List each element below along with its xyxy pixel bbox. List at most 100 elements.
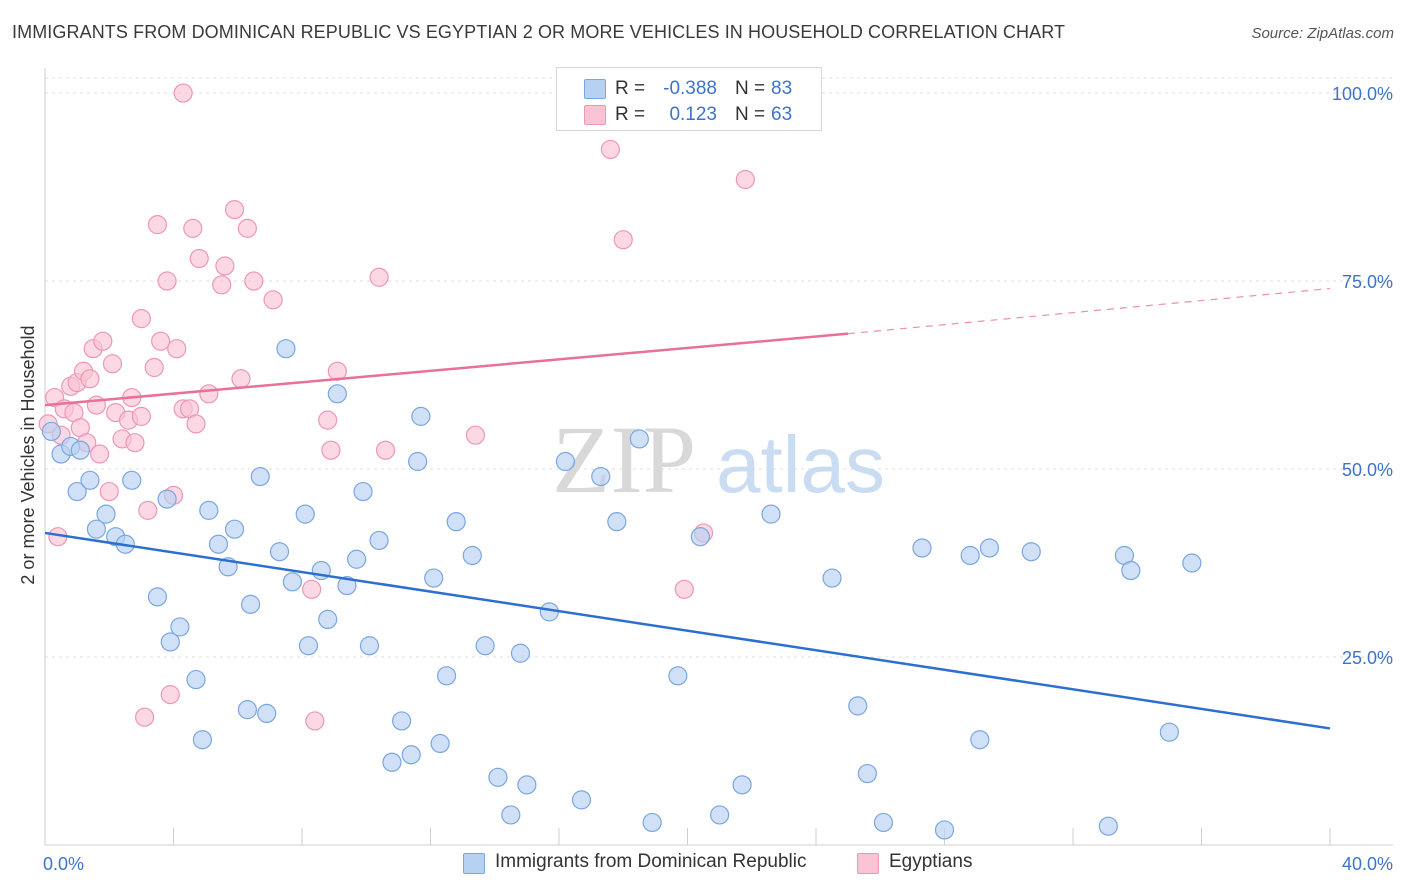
point-dominican xyxy=(257,703,277,724)
point-dominican xyxy=(462,545,482,566)
point-dominican xyxy=(318,609,338,630)
trend-line-egyptians-extrapolated xyxy=(848,287,1331,335)
point-egyptian xyxy=(138,500,158,520)
y-tick-label: 25.0% xyxy=(1342,648,1393,668)
point-dominican xyxy=(1098,816,1118,836)
point-dominican xyxy=(629,429,649,449)
point-dominican xyxy=(1121,560,1141,581)
point-dominican xyxy=(607,512,627,532)
point-egyptian xyxy=(613,230,633,250)
x-tick-label: 40.0% xyxy=(1342,854,1393,874)
point-egyptian xyxy=(157,271,177,291)
chart-title: IMMIGRANTS FROM DOMINICAN REPUBLIC VS EG… xyxy=(12,22,1066,42)
legend-row-dominican: R = -0.388 N = 83 xyxy=(557,76,821,102)
legend-n-label: N = xyxy=(735,104,766,125)
point-egyptian xyxy=(99,481,119,502)
point-dominican xyxy=(237,700,257,720)
point-dominican xyxy=(857,763,878,784)
point-dominican xyxy=(822,568,842,588)
point-dominican xyxy=(934,820,955,840)
point-egyptian xyxy=(318,410,338,430)
point-dominican xyxy=(642,812,662,833)
point-egyptian xyxy=(215,256,235,276)
point-dominican xyxy=(873,812,894,833)
y-tick-labels: 25.0% 50.0% 75.0% 100.0% xyxy=(1332,84,1393,668)
point-egyptian xyxy=(80,369,100,389)
point-dominican xyxy=(488,767,508,787)
x-tick-label: 0.0% xyxy=(43,854,84,874)
point-dominican xyxy=(732,775,752,795)
point-dominican xyxy=(353,481,373,502)
point-egyptian xyxy=(244,271,264,291)
point-dominican xyxy=(446,512,466,532)
point-dominican xyxy=(979,538,1000,558)
point-dominican xyxy=(369,530,389,551)
point-dominican xyxy=(160,632,180,652)
point-dominican xyxy=(408,451,428,472)
point-dominican xyxy=(571,790,592,810)
watermark: ZIP atlas xyxy=(552,406,885,513)
point-dominican xyxy=(970,730,990,750)
legend-label-dominican: Immigrants from Dominican Republic xyxy=(495,851,807,872)
point-dominican xyxy=(510,643,531,663)
point-egyptian xyxy=(189,248,209,269)
legend-n-value: 83 xyxy=(771,78,793,99)
point-egyptian xyxy=(147,215,168,235)
point-dominican xyxy=(147,587,168,607)
legend-label-egyptians: Egyptians xyxy=(889,851,973,872)
point-dominican xyxy=(67,481,87,502)
point-dominican xyxy=(591,466,611,487)
point-egyptian xyxy=(173,83,193,103)
point-dominican xyxy=(436,666,457,686)
trend-line-egyptians xyxy=(44,332,849,407)
point-egyptian xyxy=(600,139,621,160)
point-egyptian xyxy=(305,711,325,731)
point-dominican xyxy=(122,470,142,490)
point-dominican xyxy=(157,489,177,509)
point-dominican xyxy=(382,752,402,772)
point-egyptian xyxy=(125,433,145,453)
series-dominican-points xyxy=(41,339,1202,840)
point-dominican xyxy=(170,617,190,637)
point-dominican xyxy=(359,636,380,656)
point-dominican xyxy=(250,466,270,487)
source-label: Source: ZipAtlas.com xyxy=(1251,25,1394,42)
point-dominican xyxy=(430,733,450,754)
point-dominican xyxy=(327,384,347,404)
point-egyptian xyxy=(90,444,110,464)
legend-swatch-pink xyxy=(584,105,606,125)
point-egyptian xyxy=(237,218,257,238)
trend-line-dominican xyxy=(44,531,1331,730)
point-dominican xyxy=(391,711,412,731)
legend-swatch-pink xyxy=(857,853,879,874)
legend-n-value: 63 xyxy=(771,104,793,125)
point-dominican xyxy=(186,669,206,690)
legend-r-value: -0.388 xyxy=(663,78,717,99)
point-dominican xyxy=(96,504,116,524)
watermark-zip: ZIP xyxy=(552,406,696,513)
axes xyxy=(44,68,1393,846)
point-egyptian xyxy=(134,707,155,727)
point-dominican xyxy=(1182,553,1202,573)
point-egyptian xyxy=(212,275,232,295)
point-egyptian xyxy=(302,579,322,599)
legend-swatch-blue xyxy=(584,79,606,99)
point-egyptian xyxy=(102,354,123,374)
y-axis-title: 2 or more Vehicles in Household xyxy=(18,325,38,584)
point-dominican xyxy=(710,805,730,825)
point-dominican xyxy=(41,421,62,442)
point-egyptian xyxy=(186,414,206,434)
watermark-atlas: atlas xyxy=(716,420,885,509)
point-dominican xyxy=(295,504,315,524)
point-dominican xyxy=(199,500,219,520)
x-tick-labels: 0.0% 40.0% xyxy=(43,854,1393,874)
point-egyptian xyxy=(183,218,203,238)
point-egyptian xyxy=(160,685,180,705)
point-egyptian xyxy=(224,199,245,220)
point-egyptian xyxy=(93,331,113,351)
point-dominican xyxy=(208,534,229,554)
point-dominican xyxy=(555,451,576,472)
point-dominican xyxy=(70,440,90,460)
legend-row-egyptians: R = 0.123 N = 63 xyxy=(557,102,821,128)
